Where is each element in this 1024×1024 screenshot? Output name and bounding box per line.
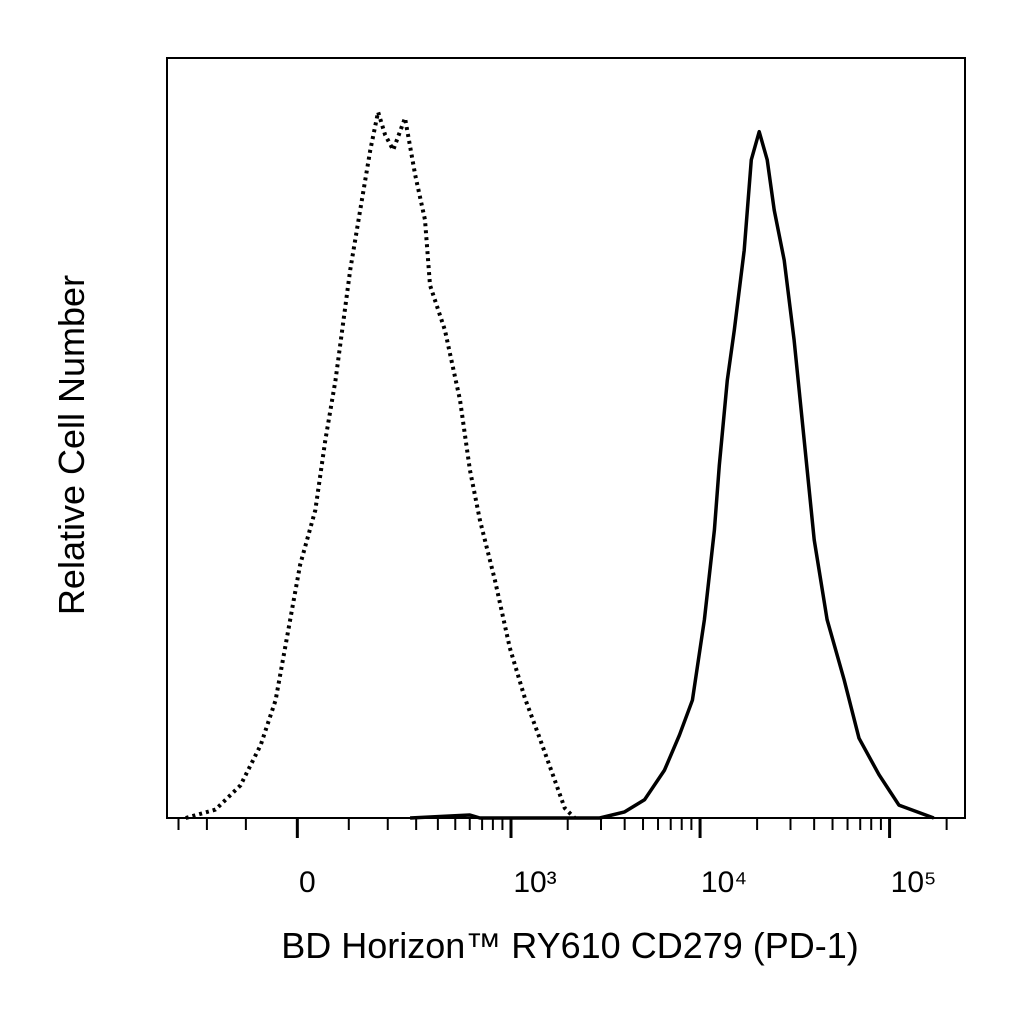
- y-axis-label: Relative Cell Number: [51, 275, 92, 615]
- x-tick-label: 10³: [513, 866, 556, 899]
- histogram-line: [185, 110, 577, 820]
- x-tick-label: 0: [299, 866, 316, 899]
- plot-frame: [166, 57, 966, 819]
- histogram-line: [410, 129, 935, 820]
- x-axis-label: BD Horizon™ RY610 CD279 (PD-1): [281, 925, 859, 966]
- x-tick-label: 10⁵: [891, 866, 937, 899]
- x-tick-label: 10⁴: [701, 866, 747, 899]
